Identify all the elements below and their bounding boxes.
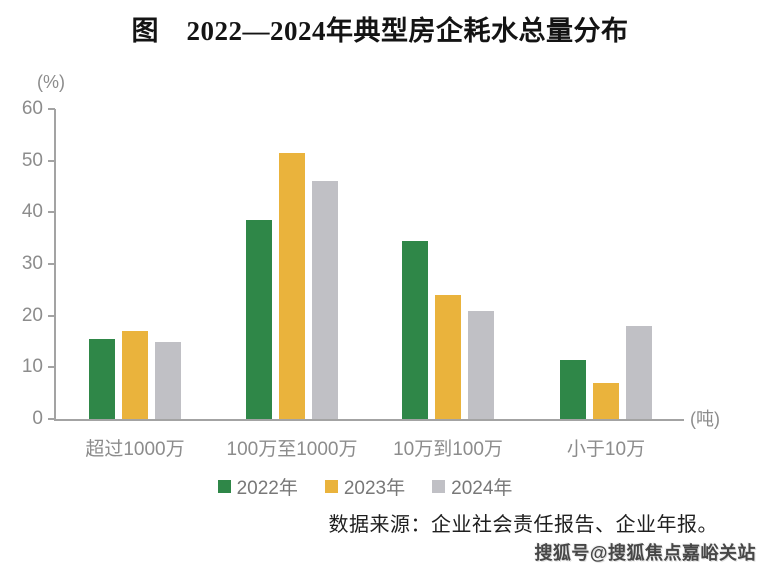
x-category-label-3: 10万到100万 (393, 439, 503, 460)
legend-label-2023: 2023年 (343, 478, 406, 499)
y-tick-mark (48, 366, 55, 369)
bar-2022-group3 (402, 240, 428, 419)
bar-group-3 (402, 109, 494, 419)
plot-area: 0 10 20 30 40 50 60 超过1000万 100万至1000万 10万到100万 小… (22, 98, 684, 460)
y-axis-line (54, 109, 56, 419)
y-axis-unit-label: (%) (37, 72, 65, 92)
x-category-label-2: 100万至1000万 (226, 439, 358, 460)
bar-2022-group2 (246, 220, 272, 419)
bar-2024-group4 (626, 326, 652, 419)
bar-2023-group4 (593, 382, 619, 419)
y-tick-mark (48, 108, 55, 110)
bar-2022-group4 (560, 359, 586, 419)
bar-2024-group2 (312, 181, 338, 419)
y-tick-label-0: 0 (32, 408, 43, 429)
bar-2024-group1 (155, 341, 181, 419)
y-tick-mark (48, 211, 55, 214)
chart-title: 图 2022—2024年典型房企耗水总量分布 (131, 16, 629, 46)
bar-2023-group1 (122, 331, 148, 419)
legend-item-2022: 2022年 (217, 473, 298, 500)
x-category-label-1: 超过1000万 (85, 439, 185, 460)
y-tick-mark (48, 159, 55, 162)
y-tick-mark (48, 418, 55, 420)
legend-swatch-2024 (432, 480, 446, 493)
y-tick-label-40: 40 (21, 201, 43, 223)
x-category-label-4: 小于10万 (566, 439, 646, 460)
y-tick-label-60: 60 (21, 98, 43, 119)
y-tick-label-50: 50 (21, 149, 43, 171)
legend: 2022年 2023年 2024年 (0, 473, 730, 500)
data-source-note: 数据来源：企业社会责任报告、企业年报。 (328, 514, 718, 536)
y-tick-label-20: 20 (21, 304, 43, 326)
bar-2024-group3 (468, 310, 494, 419)
bar-2023-group3 (435, 295, 461, 419)
x-axis-line (54, 419, 684, 421)
y-tick-label-30: 30 (21, 253, 43, 274)
bar-2022-group1 (89, 338, 115, 419)
legend-swatch-2022 (217, 480, 231, 493)
y-tick-mark (48, 314, 55, 317)
y-tick-mark (48, 263, 55, 265)
bar-group-2 (246, 109, 338, 419)
x-axis-unit-label: (吨) (690, 409, 720, 429)
legend-swatch-2023 (324, 480, 338, 493)
legend-label-2024: 2024年 (451, 478, 513, 499)
bar-group-1 (89, 109, 181, 419)
y-tick-label-10: 10 (21, 356, 43, 378)
bar-group-4 (560, 109, 652, 419)
legend-item-2023: 2023年 (324, 473, 406, 500)
legend-item-2024: 2024年 (432, 473, 512, 500)
bar-2023-group2 (279, 152, 305, 419)
legend-label-2022: 2022年 (236, 478, 298, 499)
watermark: 搜狐号@搜狐焦点嘉峪关站 (534, 543, 756, 563)
